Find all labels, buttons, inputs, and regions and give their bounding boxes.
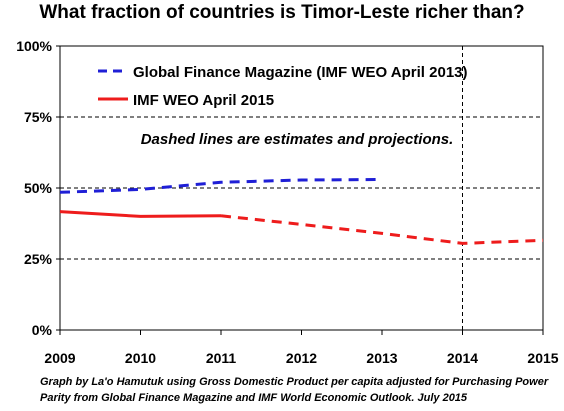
legend-label-imf-weo-2015: IMF WEO April 2015 bbox=[133, 92, 274, 109]
series-1-solid-line bbox=[59, 210, 222, 218]
legend: Global Finance Magazine (IMF WEO April 2… bbox=[98, 64, 468, 109]
x-tick-label: 2011 bbox=[206, 350, 237, 366]
legend-label-global-finance: Global Finance Magazine (IMF WEO April 2… bbox=[133, 64, 468, 81]
x-tick-label: 2009 bbox=[44, 350, 75, 366]
x-tick-label: 2014 bbox=[447, 350, 478, 366]
chart-annotation: Dashed lines are estimates and projectio… bbox=[141, 131, 454, 148]
y-tick-label: 0% bbox=[32, 322, 53, 338]
series-0-dashed-line bbox=[59, 178, 383, 194]
y-axis-tick-labels: 100% 75% 50% 25% 0% bbox=[16, 38, 60, 338]
gridlines bbox=[60, 46, 543, 330]
x-tick-label: 2010 bbox=[125, 350, 156, 366]
x-tick-label: 2012 bbox=[286, 350, 317, 366]
y-tick-label: 25% bbox=[24, 251, 53, 267]
y-tick-label: 75% bbox=[24, 109, 53, 125]
y-tick-label: 100% bbox=[16, 38, 52, 54]
series-1-dashed-line bbox=[220, 214, 544, 245]
line-chart: 100% 75% 50% 25% 0% 2009 2010 2011 2012 2013 2014… bbox=[16, 38, 559, 366]
data-series bbox=[59, 178, 544, 245]
x-tick-label: 2013 bbox=[366, 350, 397, 366]
y-tick-label: 50% bbox=[24, 180, 53, 196]
x-axis-tick-labels: 2009 2010 2011 2012 2013 2014 2015 bbox=[44, 330, 559, 366]
chart-title: What fraction of countries is Timor-Lest… bbox=[39, 2, 525, 23]
x-tick-label: 2015 bbox=[527, 350, 558, 366]
source-caption: Graph by La'o Hamutuk using Gross Domest… bbox=[40, 376, 549, 404]
